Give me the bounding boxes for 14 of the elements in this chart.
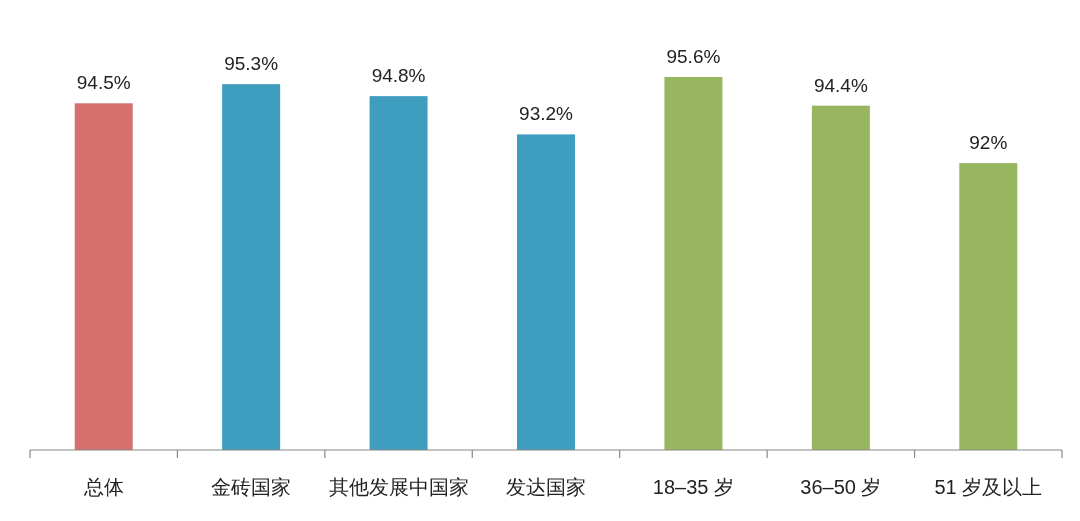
x-tick-label: 36–50 岁 bbox=[800, 476, 882, 498]
x-tick-label: 总体 bbox=[82, 476, 124, 498]
data-label: 95.6% bbox=[666, 46, 721, 67]
data-label: 94.4% bbox=[813, 74, 868, 96]
x-tick-label: 51 岁及以上 bbox=[934, 476, 1043, 498]
x-tick-label: 发达国家 bbox=[506, 476, 586, 498]
x-tick-label: 18–35 岁 bbox=[652, 476, 735, 498]
data-label: 94.5% bbox=[76, 72, 131, 94]
x-tick-label: 金砖国家 bbox=[211, 476, 292, 498]
data-label: 92% bbox=[969, 132, 1008, 154]
x-tick-label: 其他发展中国家 bbox=[328, 476, 469, 498]
data-label: 94.8% bbox=[371, 65, 426, 87]
data-label: 95.3% bbox=[224, 53, 279, 75]
data-label: 93.2% bbox=[519, 103, 574, 125]
